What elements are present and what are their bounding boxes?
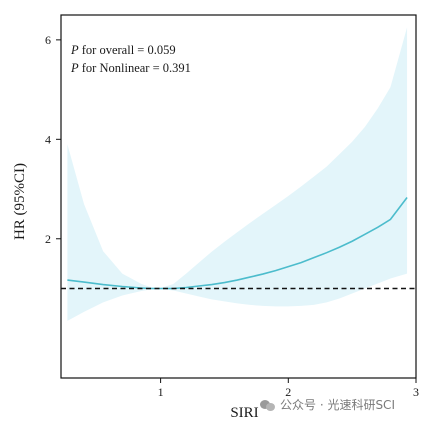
x-tick-label: 3 (413, 385, 419, 399)
p-value-text: for overall = 0.059 (79, 43, 176, 57)
hr-curve (67, 197, 408, 290)
plot-area (61, 27, 416, 321)
plot-frame (60, 14, 417, 379)
p-value-text: for Nonlinear = 0.391 (79, 61, 191, 75)
x-tick-label: 2 (285, 385, 291, 399)
y-tick-label: 4 (45, 132, 51, 146)
y-axis-label: HR (95%CI) (12, 163, 28, 240)
confidence-band (67, 27, 408, 321)
p-value-annotation: P for overall = 0.059 (70, 43, 176, 57)
p-value-annotation: P for Nonlinear = 0.391 (70, 61, 191, 75)
watermark-text: 公众号 · 光速科研SCI (280, 398, 395, 412)
y-tick-label: 2 (45, 232, 51, 246)
x-tick-label: 1 (158, 385, 164, 399)
watermark: 公众号 · 光速科研SCI (260, 396, 395, 413)
p-symbol: P (70, 43, 79, 57)
y-tick-label: 6 (45, 33, 51, 47)
x-axis-label: SIRI (230, 405, 258, 421)
p-symbol: P (70, 61, 79, 75)
wechat-icon (260, 399, 276, 411)
